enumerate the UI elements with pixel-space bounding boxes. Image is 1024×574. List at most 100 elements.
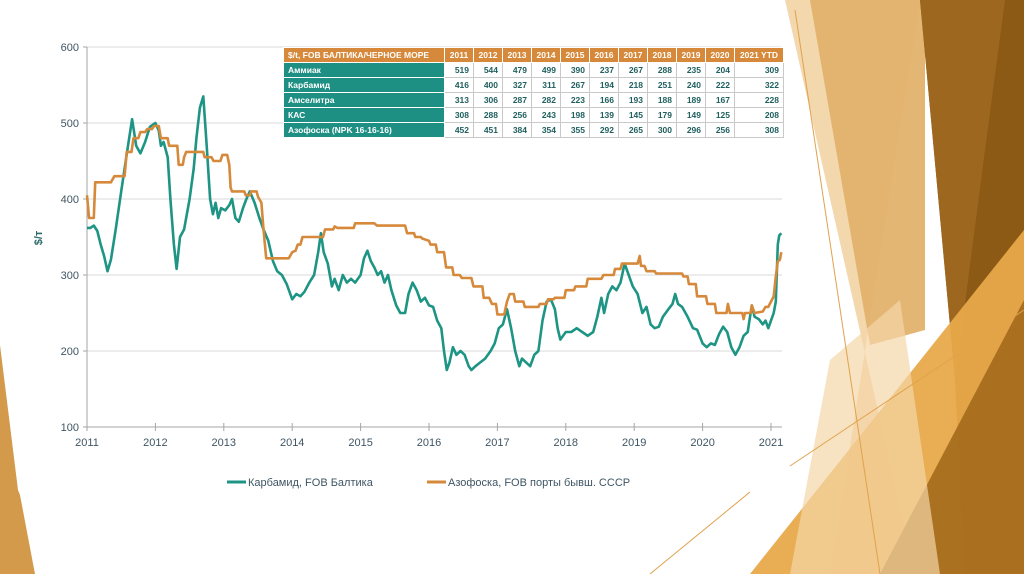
table-cell: 188 xyxy=(647,92,677,108)
table-cell: 308 xyxy=(444,107,474,123)
x-tick-label: 2021 xyxy=(759,437,783,449)
y-axis-title: $/т xyxy=(33,230,45,245)
y-tick-label: 400 xyxy=(61,194,79,206)
table-header-year: 2017 xyxy=(618,47,648,63)
y-tick-label: 600 xyxy=(61,42,79,54)
table-header-year: 2012 xyxy=(473,47,503,63)
decor-shape-left-edge xyxy=(0,345,35,574)
y-tick-label: 300 xyxy=(61,270,79,282)
table-cell: 223 xyxy=(560,92,590,108)
x-tick-label: 2018 xyxy=(554,437,578,449)
y-tick-label: 500 xyxy=(61,118,79,130)
table-cell: 327 xyxy=(502,77,532,93)
table-cell: 288 xyxy=(473,107,503,123)
table-cell: 251 xyxy=(647,77,677,93)
table-cell: 166 xyxy=(589,92,619,108)
table-cell: 296 xyxy=(676,122,706,138)
legend-label-karbamid: Карбамид, FOB Балтика xyxy=(248,477,374,489)
table-row-label: Аммиак xyxy=(283,62,445,78)
table-header-year: 2014 xyxy=(531,47,561,63)
table-cell: 228 xyxy=(734,92,784,108)
table-cell: 416 xyxy=(444,77,474,93)
x-tick-label: 2015 xyxy=(348,437,372,449)
table-row-label: Амселитра xyxy=(283,92,445,108)
table-cell: 544 xyxy=(473,62,503,78)
table-row: Аммиак 519 544 479 499 390 237 267 288 235 204 309 xyxy=(283,62,784,78)
table-cell: 282 xyxy=(531,92,561,108)
table-header-label: $/t, FOB БАЛТИКА/ЧЕРНОЕ МОРЕ xyxy=(283,47,445,63)
x-tick-label: 2012 xyxy=(143,437,167,449)
table-row: Азофоска (NPK 16-16-16) 452 451 384 354 355 29… xyxy=(283,122,784,138)
x-tick-label: 2016 xyxy=(417,437,441,449)
table-cell: 198 xyxy=(560,107,590,123)
table-cell: 243 xyxy=(531,107,561,123)
table-header-year: 2013 xyxy=(502,47,532,63)
table-cell: 265 xyxy=(618,122,648,138)
table-cell: 267 xyxy=(560,77,590,93)
table-cell: 451 xyxy=(473,122,503,138)
table-row: Карбамид 416 400 327 311 267 194 218 251 240 222 32… xyxy=(283,77,784,93)
series-line-karbamid xyxy=(87,95,783,372)
y-tick-label: 200 xyxy=(61,346,79,358)
table-cell: 208 xyxy=(734,107,784,123)
decor-shape-mid-brown xyxy=(920,0,1005,380)
table-cell: 240 xyxy=(676,77,706,93)
table-row-label: Азофоска (NPK 16-16-16) xyxy=(283,122,445,138)
table-cell: 309 xyxy=(734,62,784,78)
table-cell: 322 xyxy=(734,77,784,93)
table-header-row: $/t, FOB БАЛТИКА/ЧЕРНОЕ МОРЕ 2011 2012 2… xyxy=(283,47,784,63)
table-cell: 300 xyxy=(647,122,677,138)
table-row-label: КАС xyxy=(283,107,445,123)
table-cell: 125 xyxy=(705,107,735,123)
table-cell: 390 xyxy=(560,62,590,78)
table-cell: 306 xyxy=(473,92,503,108)
table-cell: 354 xyxy=(531,122,561,138)
table-header-year: 2020 xyxy=(705,47,735,63)
decor-line-diagonal xyxy=(794,9,881,574)
table-cell: 256 xyxy=(502,107,532,123)
table-cell: 267 xyxy=(618,62,648,78)
table-row: КАС 308 288 256 243 198 139 145 179 149 125 208 xyxy=(283,107,784,123)
table-header-year: 2018 xyxy=(647,47,677,63)
table-header-year: 2016 xyxy=(589,47,619,63)
table-cell: 311 xyxy=(531,77,561,93)
table-cell: 479 xyxy=(502,62,532,78)
table-header-year: 2019 xyxy=(676,47,706,63)
table-cell: 139 xyxy=(589,107,619,123)
table-cell: 519 xyxy=(444,62,474,78)
x-tick-label: 2014 xyxy=(280,437,304,449)
table-cell: 167 xyxy=(705,92,735,108)
table-cell: 384 xyxy=(502,122,532,138)
table-cell: 149 xyxy=(676,107,706,123)
table-cell: 222 xyxy=(705,77,735,93)
table-cell: 287 xyxy=(502,92,532,108)
table-cell: 355 xyxy=(560,122,590,138)
price-table: $/t, FOB БАЛТИКА/ЧЕРНОЕ МОРЕ 2011 2012 2… xyxy=(283,47,784,138)
table-cell: 288 xyxy=(647,62,677,78)
table-cell: 256 xyxy=(705,122,735,138)
table-cell: 189 xyxy=(676,92,706,108)
x-tick-label: 2017 xyxy=(485,437,509,449)
table-cell: 193 xyxy=(618,92,648,108)
series-line-azofoska xyxy=(85,124,783,321)
table-cell: 218 xyxy=(618,77,648,93)
x-tick-label: 2011 xyxy=(75,437,99,449)
table-cell: 194 xyxy=(589,77,619,93)
table-header-year: 2021 YTD xyxy=(734,47,784,63)
table-cell: 179 xyxy=(647,107,677,123)
table-cell: 452 xyxy=(444,122,474,138)
table-header-year: 2015 xyxy=(560,47,590,63)
chart-legend: Карбамид, FOB Балтика Азофоска, FOB порт… xyxy=(227,477,630,489)
decor-line-cross-low xyxy=(649,491,751,574)
table-cell: 235 xyxy=(676,62,706,78)
table-cell: 313 xyxy=(444,92,474,108)
decor-shape-tan-upper xyxy=(810,0,925,345)
x-tick-label: 2019 xyxy=(622,437,646,449)
chart-series xyxy=(85,95,783,372)
table-cell: 499 xyxy=(531,62,561,78)
decor-shape-pale-lower xyxy=(790,300,940,574)
y-tick-label: 100 xyxy=(61,422,79,434)
